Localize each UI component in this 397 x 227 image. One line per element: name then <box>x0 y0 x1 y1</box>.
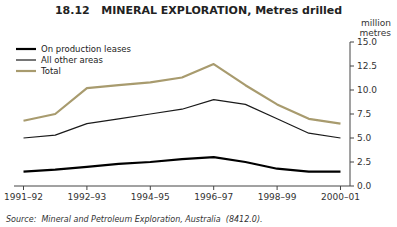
x-tick-label: 1996–97 <box>194 192 233 202</box>
x-tick-label: 1992–93 <box>67 192 106 202</box>
y-tick <box>350 162 354 163</box>
y-tick <box>350 186 354 187</box>
legend: On production leasesAll other areasTotal <box>16 44 132 76</box>
x-axis-line <box>14 186 350 187</box>
y-tick <box>350 42 354 43</box>
legend-swatch <box>16 70 36 72</box>
y-tick-label: 10.0 <box>357 85 377 95</box>
legend-label: Total <box>40 66 61 76</box>
plot-area <box>24 64 341 172</box>
y-tick-label: 15.0 <box>357 37 377 47</box>
x-tick <box>277 186 278 190</box>
x-tick-label: 1998–99 <box>258 192 297 202</box>
source: Source: Mineral and Petroleum Exploratio… <box>6 215 263 224</box>
y-tick-label: 7.5 <box>357 109 371 119</box>
legend-label: All other areas <box>41 55 104 65</box>
y-axis-label: millionmetres <box>359 18 391 38</box>
series-line <box>24 64 341 124</box>
legend-label: On production leases <box>41 44 132 54</box>
legend-swatch <box>16 59 36 60</box>
y-tick <box>350 66 354 67</box>
x-tick <box>86 186 87 190</box>
series-line <box>24 157 341 171</box>
chart: 18.12 MINERAL EXPLORATION, Metres drille… <box>0 0 397 227</box>
y-tick <box>350 90 354 91</box>
series-line <box>24 100 341 138</box>
y-tick <box>350 114 354 115</box>
x-tick <box>150 186 151 190</box>
legend-swatch <box>16 48 36 50</box>
y-tick-label: 0.0 <box>357 181 372 191</box>
y-tick <box>350 138 354 139</box>
x-tick-label: 1991–92 <box>4 192 43 202</box>
x-tick <box>340 186 341 190</box>
x-tick-label: 1994–95 <box>131 192 170 202</box>
y-tick-label: 2.5 <box>357 157 371 167</box>
x-tick <box>213 186 214 190</box>
x-tick <box>23 186 24 190</box>
y-tick-label: 12.5 <box>357 61 377 71</box>
x-tick-label: 2000–01 <box>321 192 360 202</box>
title: 18.12 MINERAL EXPLORATION, Metres drille… <box>55 4 342 17</box>
y-tick-label: 5.0 <box>357 133 372 143</box>
